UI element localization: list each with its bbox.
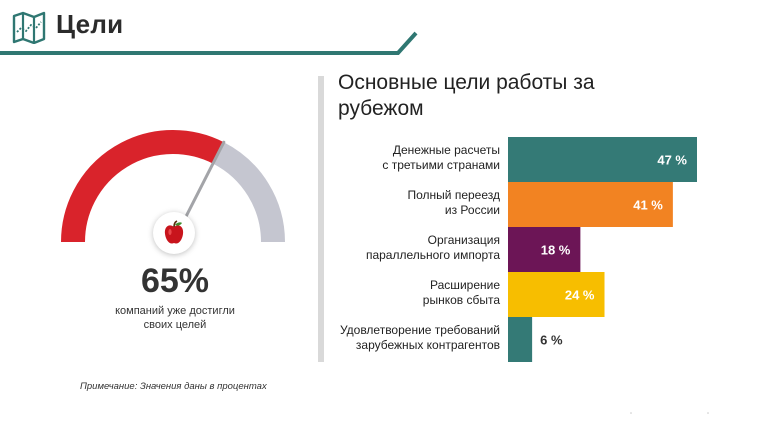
bar-4	[508, 272, 605, 317]
bar-1	[508, 137, 697, 182]
value-label-1: 47 %	[657, 153, 687, 168]
gauge-caption-line-1: компаний уже достигли	[115, 305, 235, 317]
bar-5	[508, 317, 533, 362]
gauge-needle	[181, 140, 226, 224]
gauge-track	[212, 142, 285, 243]
page-title: Цели	[56, 9, 124, 39]
gauge-value: 65%	[140, 262, 210, 300]
category-label-5-line-2: зарубежных контрагентов	[356, 338, 500, 352]
gauge-fill	[61, 130, 224, 243]
divider	[318, 76, 324, 362]
category-label-4-line-2: рынков сбыта	[423, 293, 501, 307]
category-label-5-line-1: Удовлетворение требований	[340, 323, 500, 337]
category-label-3-line-1: Организация	[428, 233, 500, 247]
header: Цели	[0, 0, 768, 60]
value-label-5: 6 %	[540, 333, 563, 348]
apple-icon	[164, 220, 184, 244]
category-label-2-line-2: из России	[445, 203, 500, 217]
value-label-4: 24 %	[565, 288, 595, 303]
footnote: Примечание: Значения даны в процентах	[80, 381, 267, 392]
category-label-4-line-1: Расширение	[430, 278, 500, 292]
bar-3	[508, 227, 581, 272]
category-label-3-line-2: параллельного импорта	[366, 248, 500, 262]
gauge-caption-line-2: своих целей	[143, 319, 207, 331]
bar-2	[508, 182, 673, 227]
value-label-3: 18 %	[541, 243, 571, 258]
gauge	[61, 130, 285, 243]
value-label-2: 41 %	[633, 198, 663, 213]
category-label-2-line-1: Полный переезд	[408, 188, 501, 202]
map-icon	[12, 11, 46, 44]
chart-title: Основные цели работы за рубежом	[338, 71, 595, 120]
gauge-caption: компаний уже достигли своих целей	[95, 304, 255, 332]
header-underline	[0, 31, 418, 55]
category-label-1-line-2: с третьими странами	[382, 158, 500, 172]
category-label-1-line-1: Денежные расчеты	[393, 143, 500, 157]
apple-badge	[153, 212, 195, 254]
